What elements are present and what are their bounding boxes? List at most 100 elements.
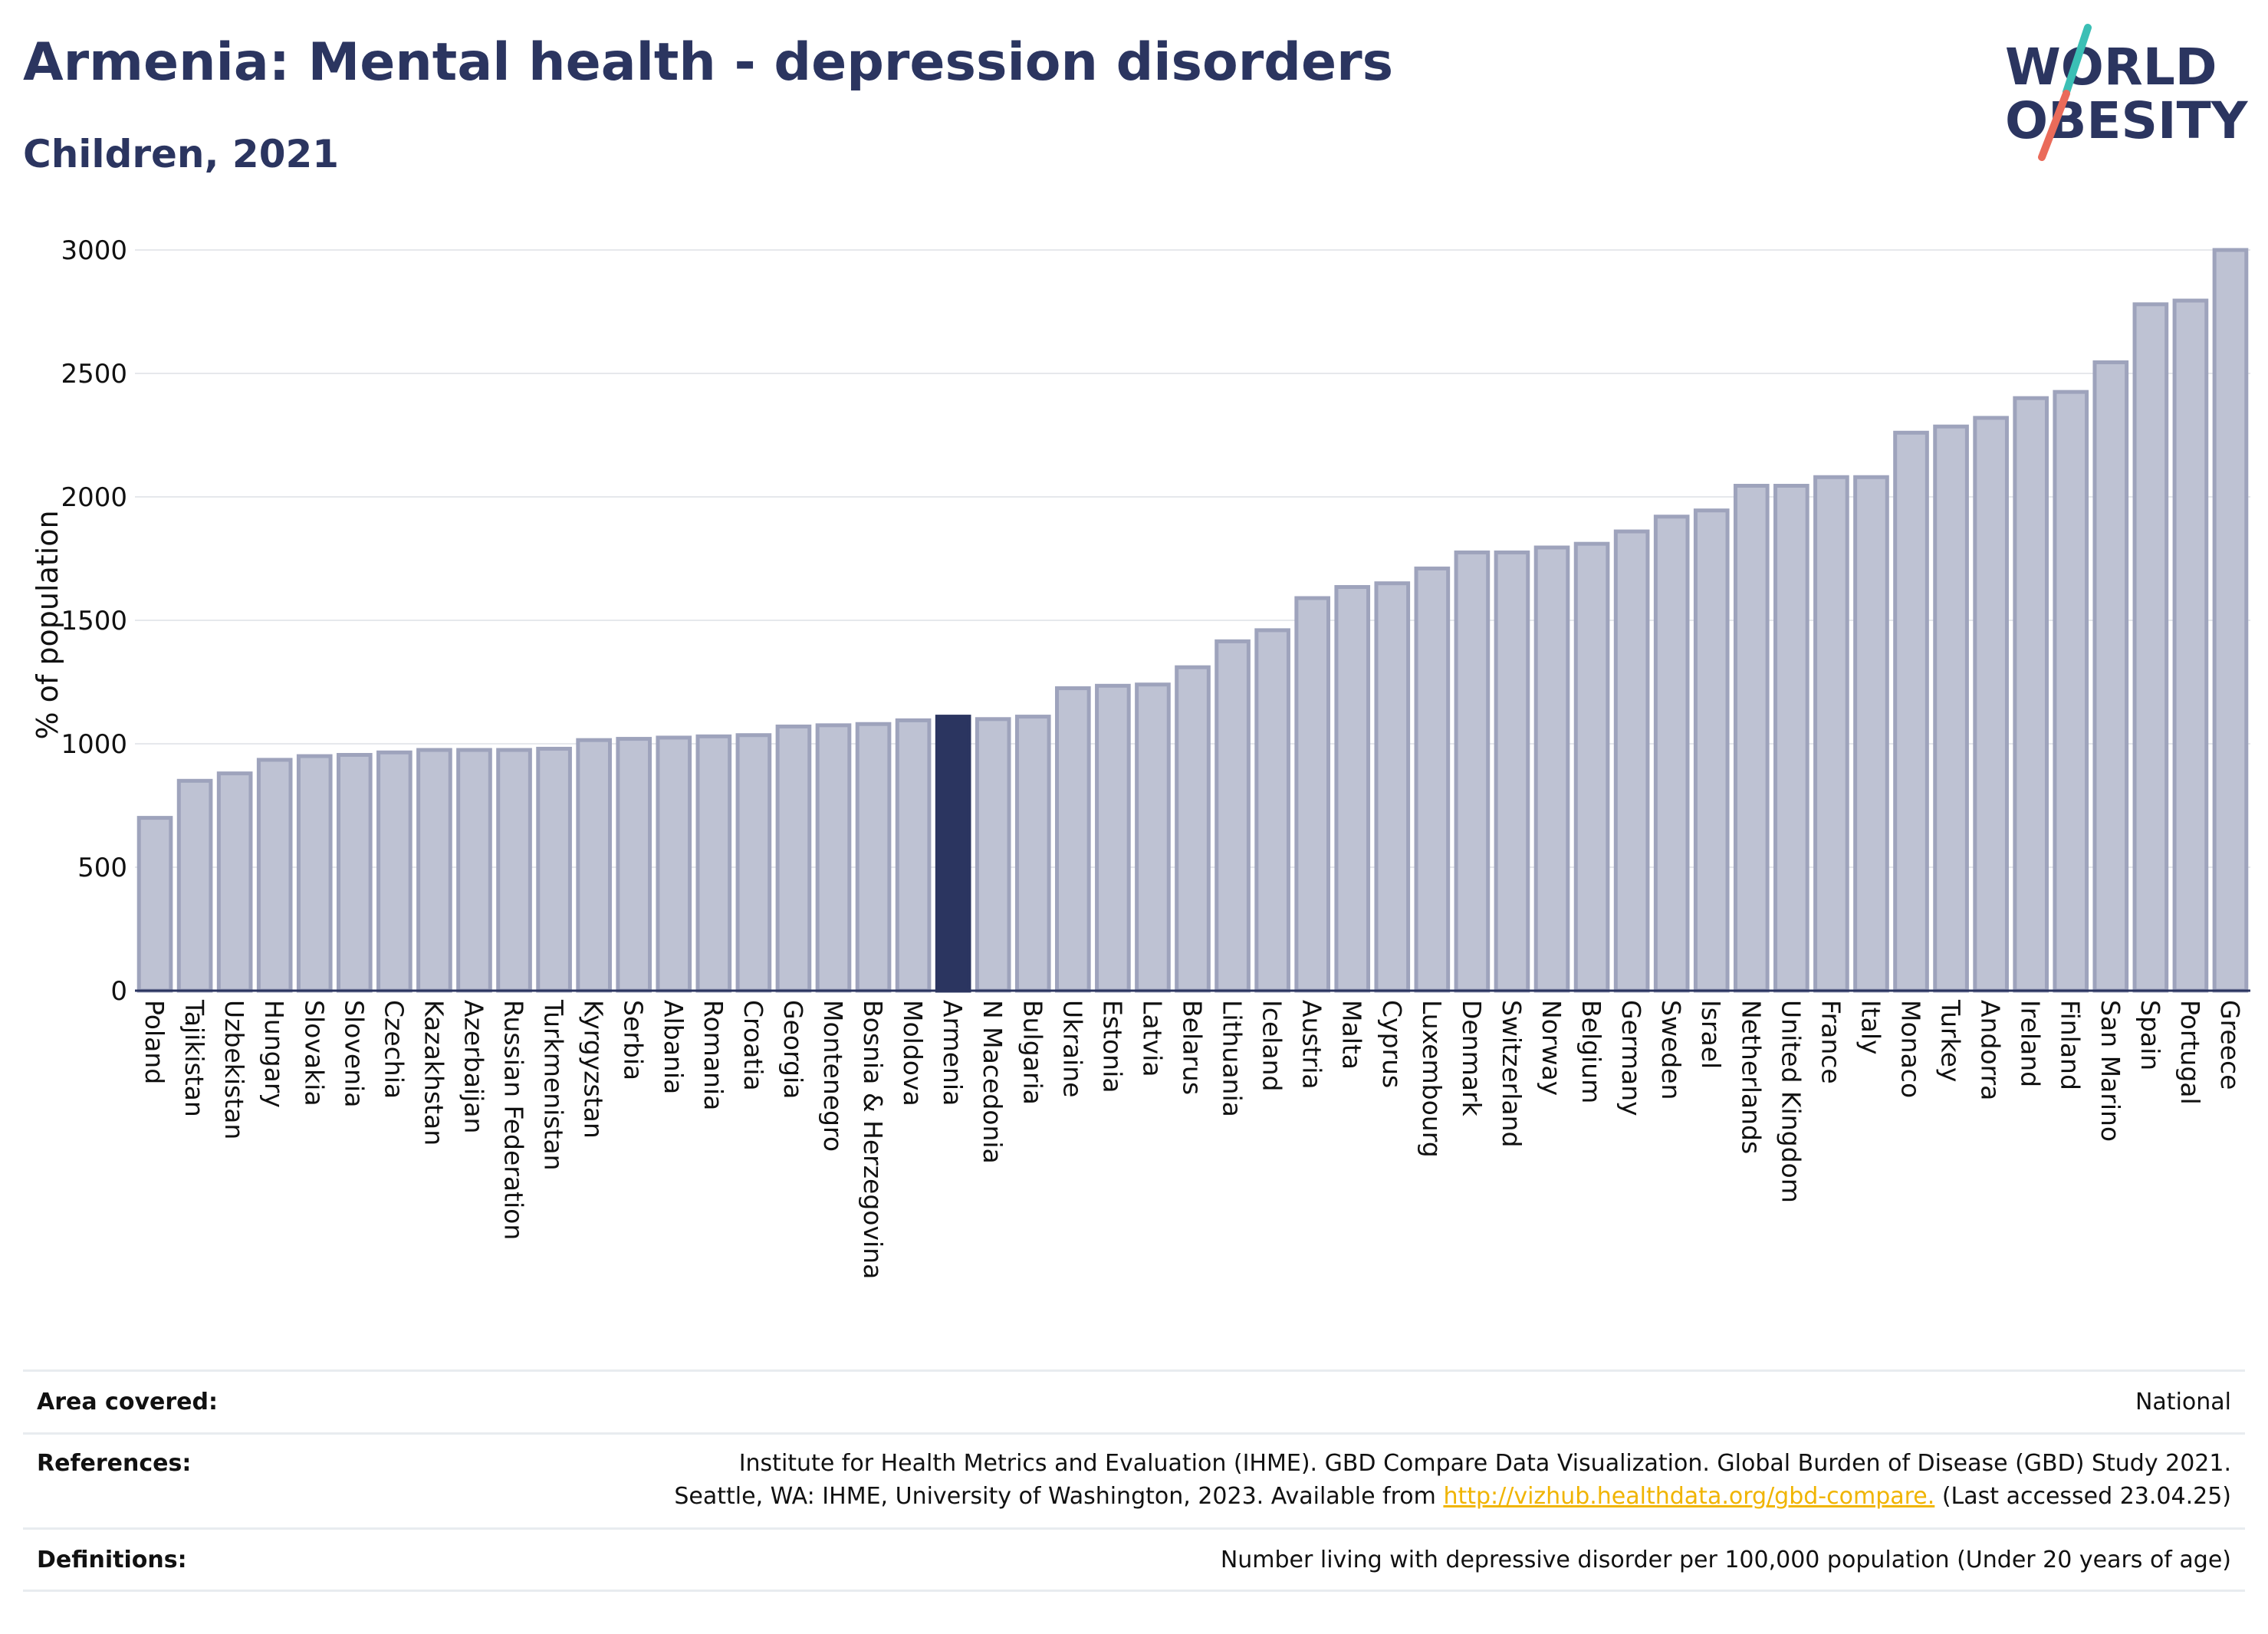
category-label: Azerbaijan bbox=[459, 1000, 488, 1133]
chart-subtitle: Children, 2021 bbox=[23, 132, 340, 176]
bar bbox=[1893, 430, 1929, 993]
y-tick-label: 500 bbox=[77, 853, 127, 883]
bar bbox=[1494, 550, 1530, 993]
category-label: Uzbekistan bbox=[219, 1000, 249, 1139]
category-label: Norway bbox=[1537, 1000, 1566, 1096]
info-row-references: References: Institute for Health Metrics… bbox=[23, 1432, 2245, 1527]
bar bbox=[256, 758, 293, 993]
category-label: Bulgaria bbox=[1017, 1000, 1047, 1105]
category-label: Serbia bbox=[619, 1000, 649, 1080]
bar bbox=[1853, 475, 1889, 993]
category-label: Hungary bbox=[259, 1000, 289, 1108]
category-label: Czechia bbox=[379, 1000, 409, 1099]
category-label: Albania bbox=[659, 1000, 689, 1094]
info-row-area: Area covered: National bbox=[23, 1369, 2245, 1432]
bar bbox=[1254, 628, 1290, 993]
y-tick-label: 3000 bbox=[61, 235, 127, 266]
category-label: Kyrgyzstan bbox=[579, 1000, 609, 1139]
y-tick-label: 1500 bbox=[61, 606, 127, 636]
bar bbox=[2132, 302, 2169, 993]
category-label: Moldova bbox=[898, 1000, 928, 1106]
bar-highlight bbox=[935, 715, 971, 993]
bar bbox=[296, 754, 333, 993]
bar bbox=[1813, 475, 1849, 993]
bar bbox=[1175, 665, 1211, 993]
y-axis-label: % of population bbox=[31, 510, 64, 739]
category-label: Greece bbox=[2215, 1000, 2245, 1090]
bar bbox=[2092, 360, 2129, 993]
references-line2-post: (Last accessed 23.04.25) bbox=[1941, 1483, 2231, 1510]
category-label: Denmark bbox=[1457, 1000, 1487, 1117]
category-label: Montenegro bbox=[818, 1000, 848, 1152]
info-row-definitions: Definitions: Number living with depressi… bbox=[23, 1527, 2245, 1592]
bar bbox=[2013, 396, 2049, 993]
bar bbox=[1334, 585, 1371, 993]
category-label: Cyprus bbox=[1377, 1000, 1407, 1088]
references-line1: Institute for Health Metrics and Evaluat… bbox=[738, 1450, 2231, 1477]
bar bbox=[1014, 715, 1051, 993]
bar bbox=[775, 724, 812, 993]
category-label: Portugal bbox=[2175, 1000, 2205, 1105]
category-label: Slovakia bbox=[299, 1000, 329, 1106]
bar bbox=[1933, 424, 1969, 993]
category-label: Slovenia bbox=[339, 1000, 369, 1107]
category-label: Switzerland bbox=[1497, 1000, 1527, 1148]
bar bbox=[216, 771, 253, 993]
category-label: Poland bbox=[140, 1000, 169, 1084]
category-label: Bosnia & Herzegovina bbox=[858, 1000, 888, 1279]
category-label: Croatia bbox=[738, 1000, 768, 1091]
bar bbox=[1573, 541, 1610, 993]
bar bbox=[1613, 529, 1650, 993]
bar bbox=[815, 723, 852, 993]
bar bbox=[2212, 248, 2249, 993]
y-tick-labels: 0 500 1000 1500 2000 2500 3000 bbox=[61, 235, 127, 1007]
category-label: Lithuania bbox=[1218, 1000, 1247, 1117]
bar bbox=[1693, 508, 1730, 993]
bar bbox=[456, 748, 492, 993]
references-link[interactable]: http://vizhub.healthdata.org/gbd-compare… bbox=[1443, 1483, 1935, 1510]
bar bbox=[1653, 515, 1690, 993]
category-label: Luxembourg bbox=[1417, 1000, 1447, 1158]
category-label: Tajikistan bbox=[179, 999, 209, 1117]
category-label: United Kingdom bbox=[1776, 1000, 1806, 1203]
category-label: Sweden bbox=[1656, 1000, 1686, 1100]
bar bbox=[496, 748, 532, 993]
bar bbox=[536, 746, 572, 993]
category-label: Italy bbox=[1855, 1000, 1885, 1055]
category-label: Estonia bbox=[1097, 1000, 1127, 1093]
category-label: Armenia bbox=[938, 1000, 968, 1106]
bar bbox=[695, 734, 732, 993]
category-label: San Marino bbox=[2095, 1000, 2125, 1142]
area-label: Area covered: bbox=[37, 1389, 218, 1415]
bar-chart: 0 500 1000 1500 2000 2500 3000 Poland Tajikista… bbox=[31, 235, 2250, 1279]
bar bbox=[2053, 390, 2089, 993]
world-obesity-logo: WORLD OBESITY bbox=[2005, 24, 2249, 161]
category-label: Spain bbox=[2135, 1000, 2165, 1070]
bar bbox=[1454, 550, 1491, 993]
bar bbox=[1374, 581, 1411, 993]
bar bbox=[1533, 545, 1570, 993]
bar bbox=[656, 735, 692, 993]
bar bbox=[1773, 484, 1809, 993]
bar bbox=[895, 718, 932, 993]
bar bbox=[1055, 686, 1091, 993]
category-label: Georgia bbox=[778, 1000, 808, 1099]
area-value: National bbox=[2135, 1389, 2231, 1415]
y-tick-label: 2500 bbox=[61, 359, 127, 390]
bar bbox=[376, 750, 413, 993]
category-label: France bbox=[1816, 1000, 1846, 1084]
definitions-label: Definitions: bbox=[37, 1546, 187, 1573]
y-tick-label: 0 bbox=[110, 976, 127, 1007]
info-table: Area covered: National References: Insti… bbox=[23, 1369, 2245, 1592]
category-label: Russian Federation bbox=[499, 1000, 529, 1240]
chart-title: Armenia: Mental health - depression diso… bbox=[23, 32, 1394, 93]
definitions-value: Number living with depressive disorder p… bbox=[1220, 1546, 2231, 1573]
bar bbox=[616, 737, 652, 993]
bar bbox=[416, 748, 452, 993]
category-label: Monaco bbox=[1896, 1000, 1926, 1098]
category-label: N Macedonia bbox=[978, 1000, 1007, 1164]
y-tick-label: 2000 bbox=[61, 482, 127, 513]
category-label: Germany bbox=[1616, 1000, 1646, 1116]
bar bbox=[576, 738, 612, 993]
bar bbox=[336, 752, 373, 993]
